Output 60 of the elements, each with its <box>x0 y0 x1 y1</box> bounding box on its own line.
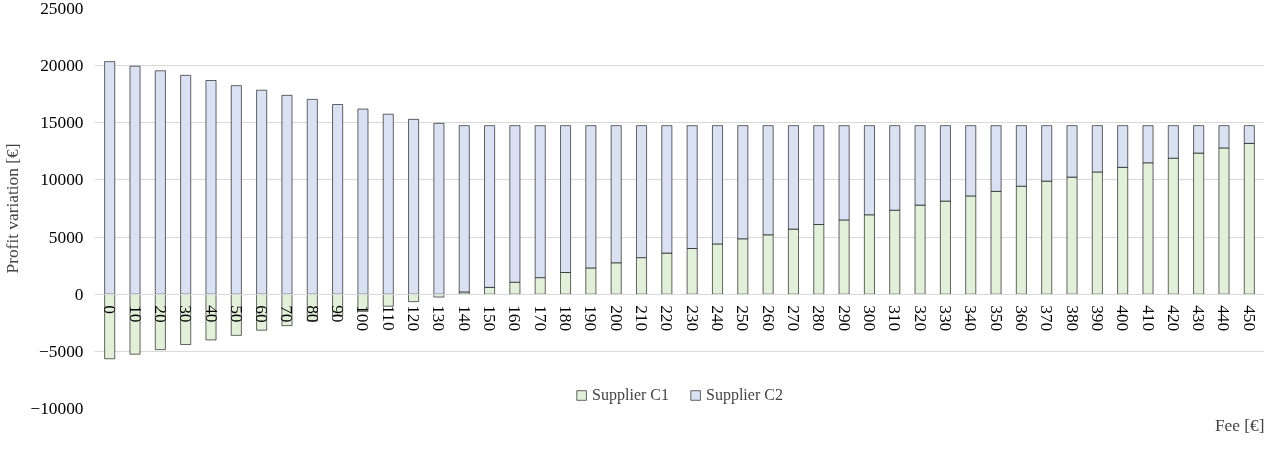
y-tick-label: 20000 <box>40 56 84 76</box>
x-tick-label: 340 <box>961 305 981 332</box>
x-tick-label: 140 <box>454 305 474 332</box>
x-tick-label: 130 <box>429 305 449 332</box>
x-tick-label: 250 <box>733 305 753 332</box>
x-tick-label: 230 <box>682 305 702 332</box>
x-tick-label: 180 <box>556 305 576 332</box>
bar <box>458 125 470 293</box>
x-tick-label: 90 <box>328 305 348 323</box>
x-tick-label: 10 <box>125 305 145 323</box>
x-tick-label: 240 <box>707 305 727 332</box>
y-tick-label: 0 <box>74 284 84 304</box>
x-tick-label: 320 <box>910 305 930 332</box>
x-tick-label: 410 <box>1138 305 1158 332</box>
x-tick-label: 0 <box>100 305 120 314</box>
x-tick-label: 100 <box>353 305 373 332</box>
x-tick-label: 330 <box>935 305 955 332</box>
x-tick-label: 290 <box>834 305 854 332</box>
x-tick-label: 420 <box>1163 305 1183 332</box>
x-tick-label: 220 <box>657 305 677 332</box>
y-tick-label: −5000 <box>39 341 84 361</box>
x-tick-label: 360 <box>1011 305 1031 332</box>
x-tick-label: 350 <box>986 305 1006 332</box>
x-tick-label: 20 <box>150 305 170 323</box>
x-tick-label: 160 <box>505 305 525 332</box>
x-tick-label: 300 <box>859 305 879 332</box>
legend-label: Supplier C1 <box>592 386 669 404</box>
x-axis-title: Fee [€] <box>1214 415 1265 435</box>
x-tick-label: 80 <box>302 305 322 323</box>
x-tick-label: 50 <box>226 305 246 323</box>
x-tick-label: 120 <box>404 305 424 332</box>
x-tick-label: 200 <box>606 305 626 332</box>
x-tick-label: 390 <box>1087 305 1107 332</box>
y-tick-label: 15000 <box>40 113 84 133</box>
y-axis-title: Profit variation [€] <box>3 143 23 274</box>
x-tick-label: 190 <box>581 305 601 332</box>
x-tick-label: 60 <box>252 305 272 323</box>
y-tick-label: 25000 <box>40 0 84 18</box>
x-tick-label: 40 <box>201 305 221 323</box>
x-tick-label: 210 <box>632 305 652 332</box>
x-tick-label: 400 <box>1113 305 1133 332</box>
y-tick-label: −10000 <box>30 399 84 418</box>
x-tick-label: 380 <box>1062 305 1082 332</box>
x-tick-label: 310 <box>885 305 905 332</box>
x-tick-label: 370 <box>1037 305 1057 332</box>
x-tick-label: 440 <box>1214 305 1234 332</box>
x-tick-label: 430 <box>1189 305 1209 332</box>
x-tick-label: 260 <box>758 305 778 332</box>
x-tick-label: 30 <box>176 305 196 323</box>
legend-label: Supplier C2 <box>706 386 783 404</box>
y-tick-label: 10000 <box>40 170 84 190</box>
x-tick-label: 150 <box>480 305 500 332</box>
x-tick-label: 70 <box>277 305 297 323</box>
x-tick-label: 280 <box>809 305 829 332</box>
x-tick-label: 450 <box>1239 305 1259 332</box>
bar <box>433 123 445 295</box>
x-tick-label: 170 <box>530 305 550 332</box>
x-tick-label: 110 <box>378 305 398 331</box>
x-tick-label: 270 <box>783 305 803 332</box>
y-tick-label: 5000 <box>48 227 84 247</box>
